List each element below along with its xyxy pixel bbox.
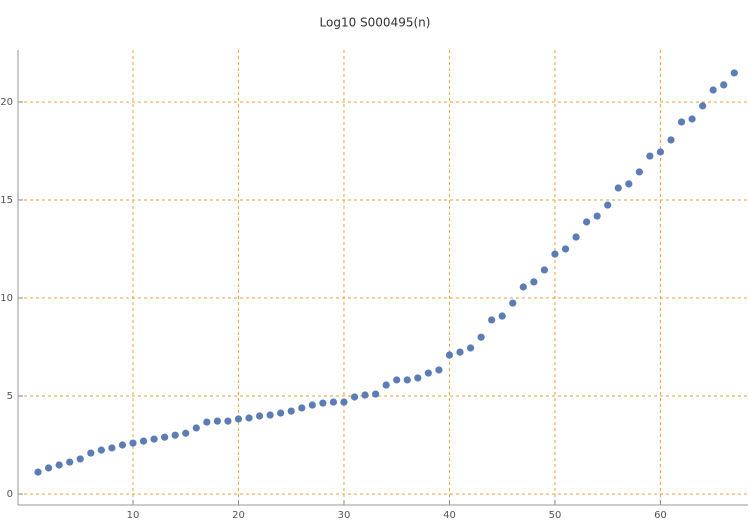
point (129, 439, 137, 447)
point (604, 201, 612, 209)
point (466, 344, 475, 352)
point (108, 444, 116, 452)
point (319, 399, 327, 407)
x-tick-label: 50 (549, 510, 562, 521)
point (699, 102, 707, 110)
point (435, 366, 443, 374)
point (350, 393, 359, 401)
point (677, 118, 686, 126)
point (97, 446, 105, 454)
point (192, 424, 200, 432)
point (635, 168, 643, 176)
point (593, 212, 601, 220)
point (182, 429, 190, 437)
point (308, 401, 316, 409)
point (393, 376, 401, 384)
point (118, 441, 127, 449)
point (646, 152, 654, 160)
point (161, 433, 169, 441)
point (340, 398, 348, 406)
point (372, 390, 380, 398)
point (234, 415, 243, 423)
point (277, 409, 285, 417)
point (139, 437, 148, 445)
point (561, 245, 570, 253)
point (203, 418, 211, 426)
x-tick-label: 20 (232, 510, 245, 521)
point (150, 435, 158, 443)
point (498, 312, 506, 320)
point (656, 148, 665, 156)
y-tick-label: 15 (0, 195, 13, 206)
point (424, 369, 432, 377)
point (614, 184, 622, 192)
point (551, 250, 559, 258)
point (414, 374, 422, 382)
point (266, 411, 274, 419)
point (224, 417, 232, 425)
point (709, 86, 717, 94)
x-tick-label: 30 (338, 510, 351, 521)
point (34, 468, 42, 476)
point (287, 407, 295, 415)
point (66, 458, 74, 466)
point (55, 461, 63, 469)
point (720, 81, 728, 89)
point (245, 414, 253, 422)
point (44, 464, 53, 472)
point (519, 283, 527, 291)
y-tick-label: 0 (7, 489, 13, 500)
x-tick-label: 10 (127, 510, 140, 521)
y-tick-label: 10 (0, 293, 13, 304)
point (171, 431, 179, 439)
y-tick-label: 20 (0, 97, 13, 108)
point (445, 351, 454, 359)
point (477, 333, 485, 341)
y-tick-label: 5 (7, 391, 13, 402)
point (540, 266, 549, 274)
point (87, 449, 95, 457)
chart-title: Log10 S000495(n) (320, 16, 431, 30)
point (625, 180, 633, 188)
point (582, 218, 591, 226)
point (572, 233, 580, 241)
point (255, 412, 264, 420)
point (403, 376, 411, 384)
point (298, 404, 306, 412)
x-tick-label: 40 (443, 510, 456, 521)
point (667, 136, 675, 144)
point (730, 69, 738, 77)
point (456, 348, 464, 356)
point (361, 391, 369, 399)
point (530, 278, 538, 286)
point (688, 115, 696, 123)
point (76, 455, 84, 463)
point (329, 398, 338, 406)
point (382, 381, 390, 389)
point (213, 417, 221, 425)
point (509, 299, 517, 307)
x-tick-label: 60 (654, 510, 667, 521)
point (488, 316, 496, 324)
